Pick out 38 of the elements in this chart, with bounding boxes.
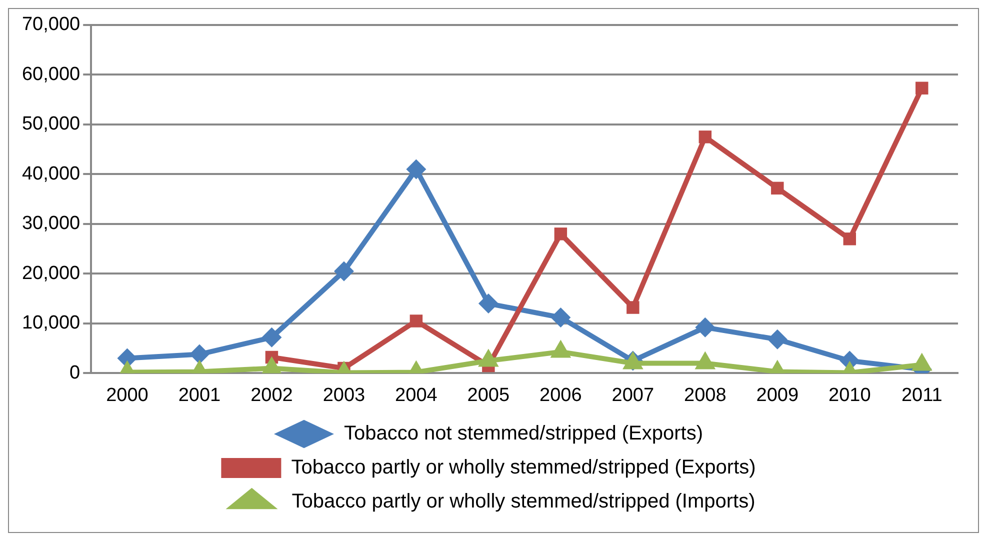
- y-tick-label: 50,000: [22, 114, 80, 135]
- point: [771, 182, 784, 195]
- x-tick-label: 2005: [467, 384, 510, 406]
- x-tick-label: 2011: [901, 384, 942, 406]
- legend-label: Tobacco partly or wholly stemmed/stripped (Exports): [291, 456, 756, 479]
- x-tick-label: 2000: [106, 384, 148, 406]
- y-tick-label: 60,000: [22, 64, 80, 85]
- x-tick-label: 2002: [250, 384, 293, 406]
- x-tick-label: 2010: [828, 384, 871, 406]
- point: [550, 307, 571, 328]
- point: [189, 344, 210, 364]
- legend-label: Tobacco partly or wholly stemmed/stripped (Imports): [292, 490, 756, 513]
- x-tick-label: 2001: [178, 384, 221, 406]
- x-tick-label: 2003: [322, 384, 366, 406]
- point: [334, 261, 354, 282]
- y-tick-label: 0: [70, 362, 80, 384]
- point: [767, 329, 788, 350]
- legend-label: Tobacco not stemmed/stripped (Exports): [344, 422, 704, 445]
- y-tick-label: 30,000: [22, 213, 80, 234]
- point: [262, 327, 282, 348]
- x-tick-label: 2008: [684, 384, 726, 406]
- point: [406, 159, 426, 180]
- point: [843, 232, 856, 246]
- x-tick-label: 2006: [540, 384, 582, 406]
- point: [916, 82, 928, 95]
- point: [698, 130, 712, 144]
- point: [695, 317, 716, 338]
- point: [626, 301, 640, 314]
- x-tick-label: 2007: [612, 384, 654, 406]
- point: [410, 314, 423, 328]
- y-tick-label: 10,000: [22, 312, 80, 334]
- y-tick-label: 20,000: [22, 262, 80, 284]
- x-tick-label: 2009: [756, 384, 799, 406]
- point: [554, 228, 568, 240]
- x-tick-label: 2004: [395, 384, 438, 406]
- point: [478, 294, 498, 314]
- y-tick-label: 70,000: [22, 14, 80, 36]
- y-tick-label: 40,000: [22, 163, 80, 184]
